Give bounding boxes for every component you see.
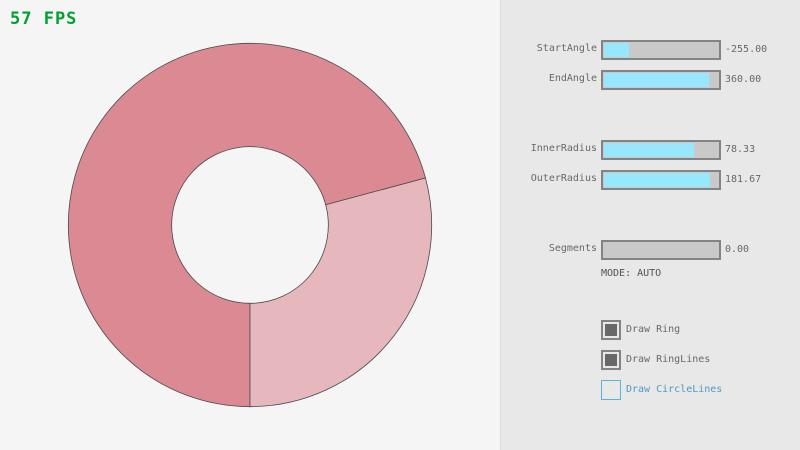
slider-fill xyxy=(604,73,709,87)
slider-end-angle[interactable]: EndAngle 360.00 xyxy=(501,70,800,90)
slider-track[interactable] xyxy=(601,70,721,90)
checkbox-label: Draw Ring xyxy=(626,324,681,335)
slider-track[interactable] xyxy=(601,40,721,60)
check-mark-icon xyxy=(605,324,617,336)
slider-value: 360.00 xyxy=(725,74,762,85)
slider-value: -255.00 xyxy=(725,44,768,55)
ring-canvas xyxy=(67,42,433,408)
slider-value: 0.00 xyxy=(725,244,750,255)
ring-segment-light xyxy=(249,177,433,408)
controls-panel: StartAngle -255.00 EndAngle 360.00 Inner… xyxy=(500,0,800,450)
slider-fill xyxy=(604,143,695,157)
slider-outer-radius[interactable]: OuterRadius 181.67 xyxy=(501,170,800,190)
checkbox-draw-ring[interactable]: Draw Ring xyxy=(601,320,800,340)
slider-track[interactable] xyxy=(601,140,721,160)
checkbox-draw-ringlines[interactable]: Draw RingLines xyxy=(601,350,800,370)
checkbox-box[interactable] xyxy=(601,380,621,400)
slider-fill xyxy=(604,173,711,187)
checkbox-label: Draw CircleLines xyxy=(626,384,723,395)
slider-inner-radius[interactable]: InnerRadius 78.33 xyxy=(501,140,800,160)
slider-track[interactable] xyxy=(601,170,721,190)
slider-label: StartAngle xyxy=(536,43,597,54)
ring-segment-main xyxy=(67,42,426,408)
checkbox-label: Draw RingLines xyxy=(626,354,711,365)
slider-value: 181.67 xyxy=(725,174,762,185)
checkbox-box[interactable] xyxy=(601,320,621,340)
slider-start-angle[interactable]: StartAngle -255.00 xyxy=(501,40,800,60)
slider-label: InnerRadius xyxy=(530,143,597,154)
slider-label: OuterRadius xyxy=(530,173,597,184)
mode-label: MODE: AUTO xyxy=(601,268,662,279)
checkbox-box[interactable] xyxy=(601,350,621,370)
slider-label: EndAngle xyxy=(548,73,597,84)
fps-counter: 57 FPS xyxy=(10,9,78,29)
slider-segments[interactable]: Segments 0.00 xyxy=(501,240,800,260)
checkbox-draw-circlelines[interactable]: Draw CircleLines xyxy=(601,380,800,400)
slider-fill xyxy=(604,43,630,57)
slider-label: Segments xyxy=(548,243,597,254)
slider-track[interactable] xyxy=(601,240,721,260)
check-mark-icon xyxy=(605,354,617,366)
slider-value: 78.33 xyxy=(725,144,756,155)
